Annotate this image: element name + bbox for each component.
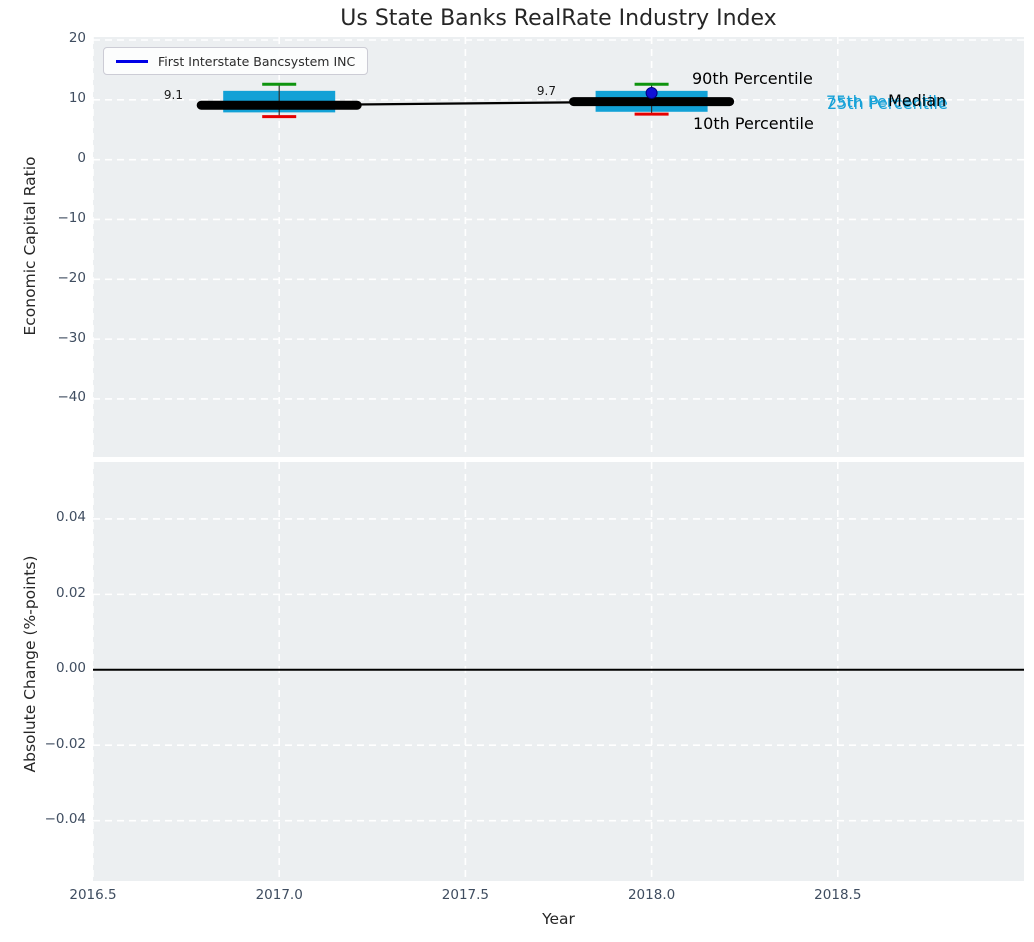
y-tick-label: 0.02 xyxy=(55,584,86,601)
value-label-2018: 9.7 xyxy=(536,84,556,98)
y-tick-label: 0.00 xyxy=(55,660,86,677)
annotation-75th-percentile: 75th Percentile xyxy=(826,92,947,111)
value-label-2017: 9.1 xyxy=(163,88,183,102)
x-tick-label: 2017.0 xyxy=(255,887,303,903)
y-tick-label: 0.04 xyxy=(55,509,86,526)
annotation-25th-percentile: 25th Percentile xyxy=(827,94,948,113)
legend-line-sample xyxy=(116,59,148,63)
y-tick-label: −10 xyxy=(57,209,87,226)
y-tick-label: 10 xyxy=(68,90,86,107)
annotation-10th-percentile: 10th Percentile xyxy=(693,114,814,133)
x-tick-label: 2017.5 xyxy=(441,887,490,903)
y-tick-label: 20 xyxy=(68,30,86,47)
y-tick-label: −30 xyxy=(57,329,87,346)
bottom-plot-area xyxy=(93,462,1024,881)
x-axis-label: Year xyxy=(542,910,575,928)
x-tick-label: 2016.5 xyxy=(69,887,117,903)
y-tick-label: −40 xyxy=(57,389,87,406)
top-y-axis-label: Economic Capital Ratio xyxy=(21,156,39,336)
y-tick-label: −20 xyxy=(57,269,87,286)
y-tick-label: −0.02 xyxy=(44,735,86,752)
annotation-median: Median xyxy=(888,91,947,110)
chart-title: Us State Banks RealRate Industry Index xyxy=(340,6,777,31)
legend-label: First Interstate Bancsystem INC xyxy=(158,53,356,69)
annotation-90th-percentile: 90th Percentile xyxy=(692,69,813,88)
legend: First Interstate Bancsystem INC xyxy=(103,47,369,75)
y-tick-label: −0.04 xyxy=(44,811,86,828)
x-tick-label: 2018.5 xyxy=(814,887,862,903)
y-tick-label: 0 xyxy=(77,150,86,167)
x-tick-label: 2018.0 xyxy=(627,887,676,903)
